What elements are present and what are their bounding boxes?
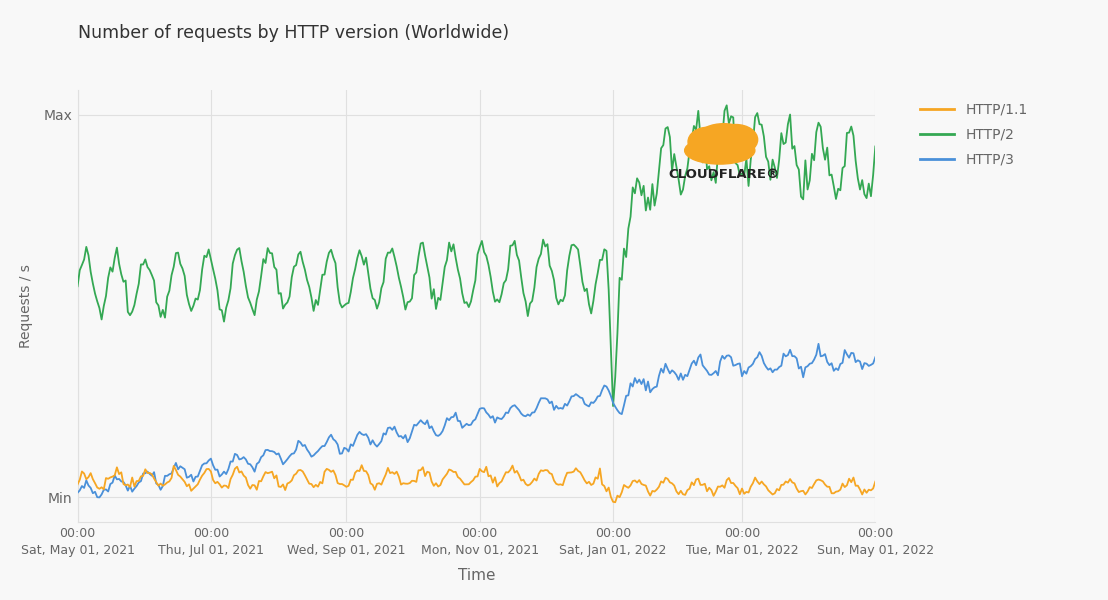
Text: Number of requests by HTTP version (Worldwide): Number of requests by HTTP version (Worl… bbox=[78, 24, 509, 42]
HTTP/1.1 bbox=[206, 476, 219, 484]
HTTP/2 bbox=[502, 266, 515, 273]
HTTP/2 bbox=[869, 143, 882, 150]
Legend: HTTP/1.1, HTTP/2, HTTP/3: HTTP/1.1, HTTP/2, HTTP/3 bbox=[914, 97, 1034, 172]
HTTP/3 bbox=[152, 481, 165, 488]
HTTP/2 bbox=[235, 257, 248, 265]
X-axis label: Time: Time bbox=[458, 568, 495, 583]
HTTP/3 bbox=[619, 392, 633, 400]
HTTP/1.1 bbox=[71, 481, 84, 488]
HTTP/3 bbox=[664, 370, 677, 377]
HTTP/2 bbox=[720, 102, 733, 109]
HTTP/1.1 bbox=[355, 461, 368, 469]
HTTP/1.1 bbox=[150, 479, 163, 486]
HTTP/3 bbox=[71, 489, 84, 496]
HTTP/1.1 bbox=[504, 466, 517, 473]
Line: HTTP/2: HTTP/2 bbox=[78, 106, 875, 406]
HTTP/3 bbox=[93, 494, 106, 501]
Ellipse shape bbox=[688, 127, 728, 157]
HTTP/2 bbox=[606, 403, 619, 410]
HTTP/2 bbox=[206, 266, 219, 273]
HTTP/1.1 bbox=[869, 478, 882, 485]
HTTP/3 bbox=[812, 340, 825, 347]
HTTP/3 bbox=[237, 454, 250, 461]
HTTP/2 bbox=[71, 283, 84, 290]
Ellipse shape bbox=[714, 125, 758, 155]
HTTP/2 bbox=[619, 253, 633, 260]
HTTP/1.1 bbox=[622, 484, 635, 491]
Ellipse shape bbox=[685, 137, 755, 164]
HTTP/3 bbox=[869, 353, 882, 361]
HTTP/3 bbox=[208, 466, 222, 473]
HTTP/1.1 bbox=[235, 468, 248, 475]
Text: CLOUDFLARE®: CLOUDFLARE® bbox=[668, 168, 779, 181]
Ellipse shape bbox=[699, 124, 748, 147]
HTTP/2 bbox=[150, 299, 163, 306]
HTTP/1.1 bbox=[666, 480, 679, 487]
HTTP/3 bbox=[504, 404, 517, 412]
Y-axis label: Requests / s: Requests / s bbox=[19, 264, 33, 348]
Line: HTTP/1.1: HTTP/1.1 bbox=[78, 465, 875, 502]
Line: HTTP/3: HTTP/3 bbox=[78, 344, 875, 497]
HTTP/2 bbox=[664, 133, 677, 140]
HTTP/1.1 bbox=[608, 499, 622, 506]
